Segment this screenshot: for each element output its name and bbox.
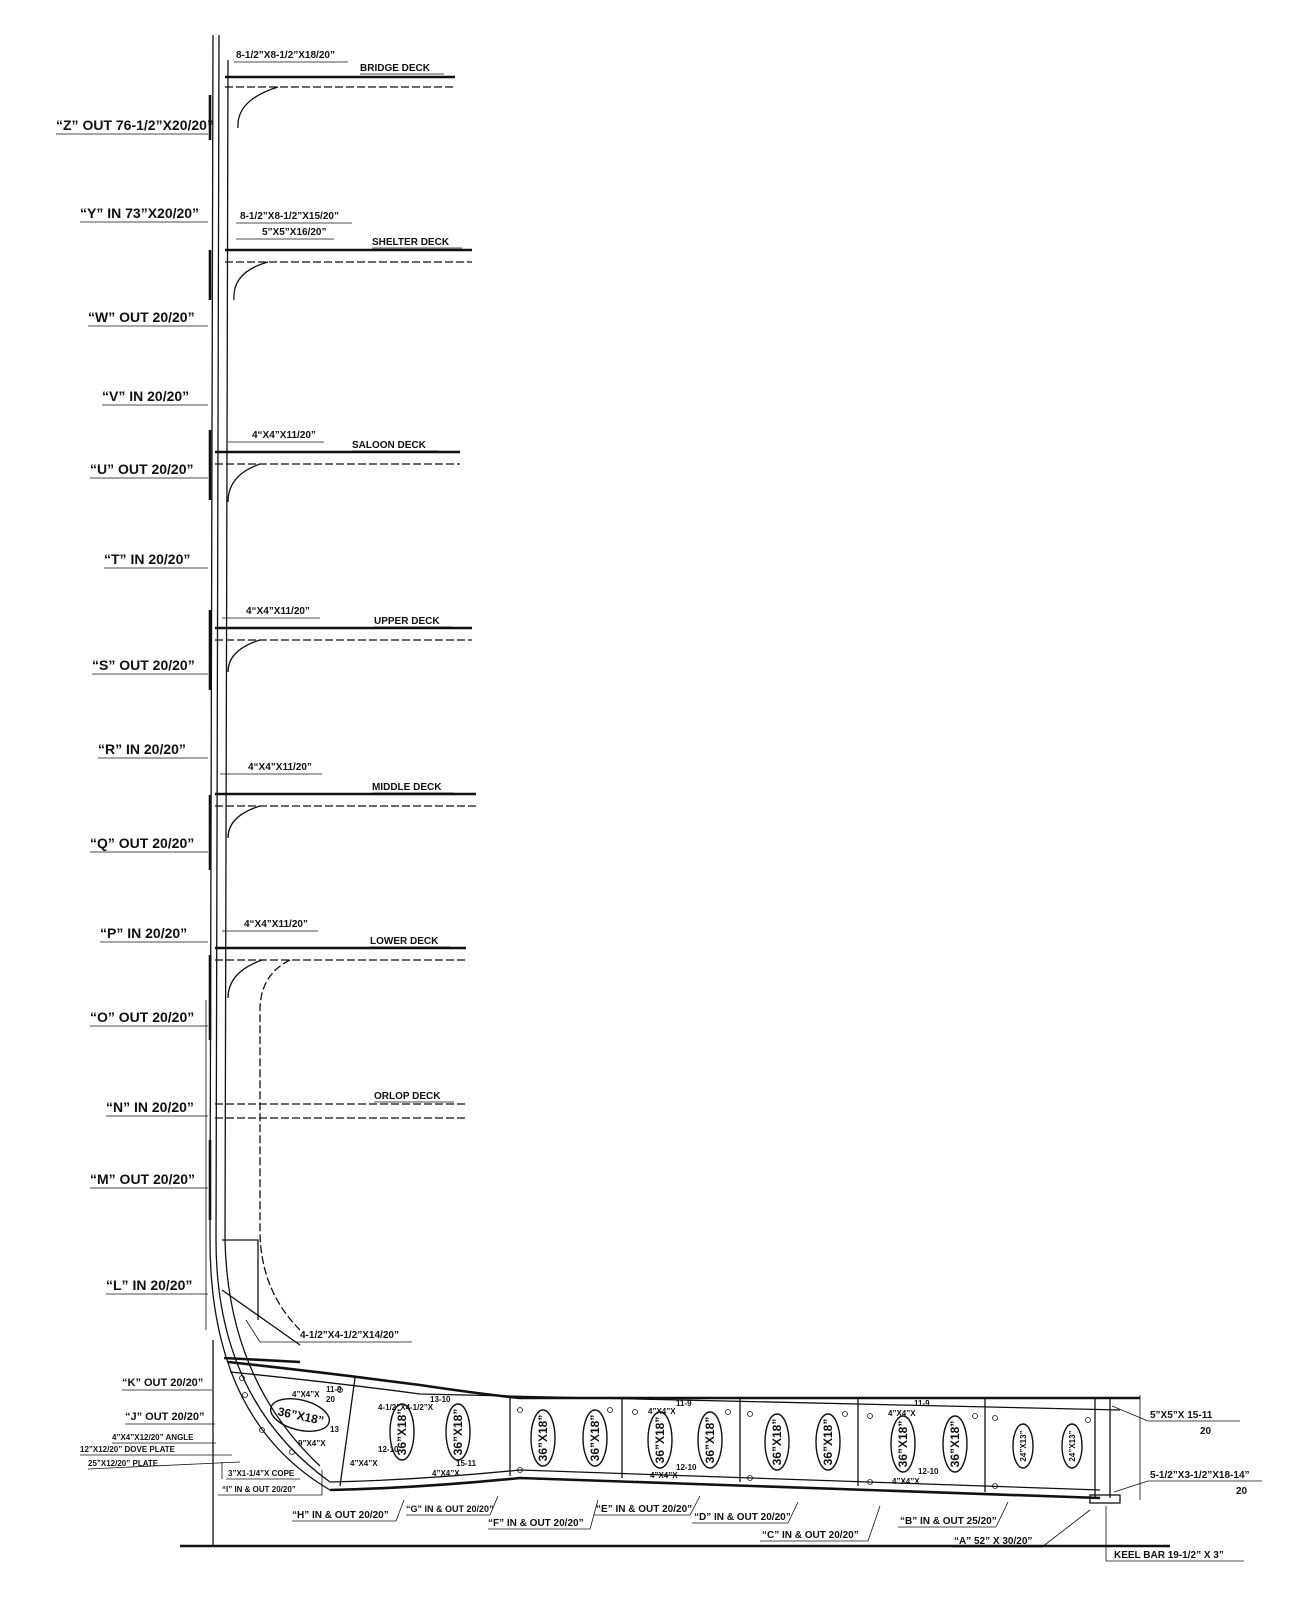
hole-label: 36”X18” (451, 1409, 465, 1456)
floor-note: 4”X4”X (650, 1471, 678, 1480)
strake-label: “U” OUT 20/20” (90, 461, 193, 477)
deck-name: LOWER DECK (370, 936, 439, 947)
bottom-strake-label: “A” 52” X 30/20” (954, 1536, 1032, 1547)
hole-label: 36”X18” (821, 1419, 835, 1466)
strake-label: “N” IN 20/20” (106, 1099, 194, 1115)
left-note: 4”X4”X12/20” ANGLE (112, 1433, 194, 1442)
deck-name: ORLOP DECK (374, 1091, 441, 1102)
bilge-angle-label: 4-1/2”X4-1/2”X14/20” (300, 1330, 399, 1341)
strake-label: “V” IN 20/20” (102, 388, 189, 404)
floor-note: 9”X4”X (298, 1439, 326, 1448)
decks (215, 77, 476, 1330)
hole-label: 24”X13” (1068, 1430, 1077, 1461)
strake-label: “Y” IN 73”X20/20” (80, 205, 199, 221)
floor-note: 4”X4”X (432, 1469, 460, 1478)
floor-note: 11-9 (326, 1385, 342, 1394)
deck-angle-label: 4“X4”X11/20” (246, 606, 310, 617)
strake-label: “P” IN 20/20” (100, 925, 187, 941)
strake-label: “M” OUT 20/20” (90, 1171, 195, 1187)
keel-bar-label: KEEL BAR 19-1/2” X 3” (1114, 1550, 1224, 1561)
strake-label: “K” OUT 20/20” (122, 1377, 203, 1389)
deck-name: UPPER DECK (374, 616, 440, 627)
floor-note: 13-10 (430, 1395, 451, 1404)
hole-label: 36”X18” (896, 1421, 910, 1468)
right-angle-label: 5-1/2”X3-1/2”X18-14” (1150, 1470, 1250, 1481)
hole-label: 36”X18” (536, 1415, 550, 1462)
deck-labels: 8-1/2”X8-1/2”X18/20” BRIDGE DECK 8-1/2”X… (220, 50, 462, 1102)
hole-label: 36”X18” (653, 1417, 667, 1464)
floor-note: 11-9 (676, 1399, 692, 1408)
hole-label: 36”X18” (703, 1417, 717, 1464)
floor-note: 12-10 (918, 1467, 939, 1476)
strake-label: “Z” OUT 76-1/2”X20/20” (56, 117, 214, 133)
deck-angle-label: 8-1/2”X8-1/2”X15/20” (240, 211, 339, 222)
floor-note: 20 (326, 1395, 335, 1404)
floor-note: 12-10 (378, 1445, 399, 1454)
cope-label: 3”X1-1/4”X COPE (228, 1469, 295, 1478)
deck-angle-label: 4“X4”X11/20” (244, 919, 308, 930)
deck-name: SHELTER DECK (372, 237, 450, 248)
left-note: 25”X12/20” PLATE (88, 1459, 159, 1468)
floor-note: 12-10 (676, 1463, 697, 1472)
right-notes: 5”X5”X 15-11 20 5-1/2”X3-1/2”X18-14” 20 … (1106, 1406, 1262, 1561)
deck-angle-label: 5”X5”X16/20” (262, 227, 327, 238)
floor-notes: 4”X4”X 11-9 20 13 9”X4”X 4-1/2”X4-1/2”X … (292, 1385, 939, 1486)
strake-label: “L” IN 20/20” (106, 1277, 192, 1293)
hole-label: 24”X13” (1019, 1430, 1028, 1461)
bottom-strake-label: “F” IN & OUT 20/20” (488, 1518, 584, 1529)
strake-label: “O” OUT 20/20” (90, 1009, 194, 1025)
strake-label: “R” IN 20/20” (98, 741, 186, 757)
bottom-strake-label: “C” IN & OUT 20/20” (762, 1530, 859, 1541)
strake-label: “W” OUT 20/20” (88, 309, 195, 325)
bottom-strake-label: “B” IN & OUT 25/20” (900, 1516, 997, 1527)
bilge-notes: 4-1/2”X4-1/2”X14/20” 4”X4”X12/20” ANGLE … (80, 1320, 412, 1495)
hole-label: 36”X18” (948, 1421, 962, 1468)
floor-note: 4”X4”X (892, 1477, 920, 1486)
hole-label: 36”X18” (770, 1419, 784, 1466)
strake-label: “S” OUT 20/20” (92, 657, 195, 673)
bottom-strake-label: “H” IN & OUT 20/20” (292, 1510, 389, 1521)
strake-labels: “Z” OUT 76-1/2”X20/20” “Y” IN 73”X20/20”… (56, 117, 215, 1424)
floor-note: 4”X4”X (292, 1390, 320, 1399)
bottom-strake-label: “D” IN & OUT 20/20” (694, 1512, 791, 1523)
floor-note: 11-9 (914, 1399, 930, 1408)
floor-note: 4-1/2”X4-1/2”X (378, 1403, 434, 1412)
hole-label: 36”X18” (588, 1415, 602, 1462)
right-angle-denominator: 20 (1236, 1486, 1248, 1497)
bottom-strake-labels: “H” IN & OUT 20/20” “G” IN & OUT 20/20” … (292, 1496, 1090, 1547)
deck-angle-label: 4“X4”X11/20” (248, 762, 312, 773)
floor-note: 13 (330, 1425, 339, 1434)
right-angle-denominator: 20 (1200, 1426, 1212, 1437)
strake-i-label: “I” IN & OUT 20/20” (222, 1485, 296, 1494)
deck-angle-label: 8-1/2”X8-1/2”X18/20” (236, 50, 335, 61)
deck-name: SALOON DECK (352, 440, 427, 451)
floor-note: 15-11 (456, 1459, 477, 1468)
strake-label: “T” IN 20/20” (104, 551, 190, 567)
bottom-strake-label: “E” IN & OUT 20/20” (596, 1504, 692, 1515)
deck-name: BRIDGE DECK (360, 63, 431, 74)
deck-name: MIDDLE DECK (372, 782, 442, 793)
strake-label: “Q” OUT 20/20” (90, 835, 194, 851)
floor-note: 4”X4”X (350, 1459, 378, 1468)
bottom-strake-label: “G” IN & OUT 20/20” (406, 1504, 494, 1514)
strake-label: “J” OUT 20/20” (125, 1411, 204, 1423)
floor-note: 4”X4”X (648, 1407, 676, 1416)
right-angle-label: 5”X5”X 15-11 (1150, 1410, 1213, 1421)
left-note: 12”X12/20” DOVE PLATE (80, 1445, 176, 1454)
deck-angle-label: 4“X4”X11/20” (252, 430, 316, 441)
floor-note: 4”X4”X (888, 1409, 916, 1418)
